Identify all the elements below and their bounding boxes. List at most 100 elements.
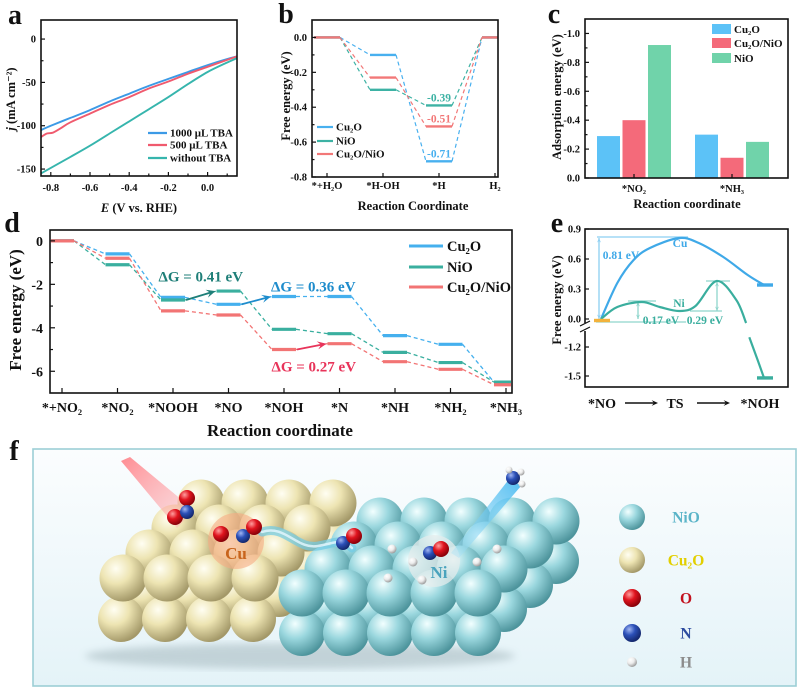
x-tick-label: H₂ (489, 181, 500, 192)
cu-site-label: Cu (225, 544, 247, 563)
legend-atom-h (627, 657, 637, 667)
y-tick-label: -1.0 (563, 29, 580, 40)
oxygen-atom (213, 526, 229, 542)
oxygen-atom (179, 490, 195, 506)
y-tick-label: 0.3 (568, 285, 581, 296)
arrowhead-icon (715, 282, 719, 287)
y-tick-label: -0.2 (563, 145, 580, 156)
nitrogen-atom (336, 536, 350, 550)
x-tick-label: -0.2 (160, 183, 177, 194)
nio-sphere (411, 610, 457, 656)
y-tick-label: -50 (22, 78, 36, 89)
y-axis-unit: (mA cm⁻²) (4, 67, 18, 127)
nio-sphere (366, 569, 414, 617)
x-state-label: TS (666, 397, 683, 412)
x-tick-label: *+H₂O (312, 181, 343, 192)
x-axis-unit: (V vs. RHE) (109, 201, 177, 215)
plot-area: *+NO₂ *NO₂ *NOOH *NO *NOH *N *NH *NH₂ *NH₃ 0 -2 -4 -… (31, 229, 522, 416)
arrowhead-icon (205, 289, 216, 298)
legend-label: Cu₂O (734, 24, 760, 36)
connector-nio (339, 37, 371, 91)
cu2o-sphere (99, 554, 147, 602)
plot-frame (40, 19, 238, 177)
plot-area: *NO₂ *NH₃ -1.0 -0.8 -0.6 -0.4 -0.2 0.0 Cu₂O Cu₂O/… (563, 18, 789, 195)
connector-nio (73, 240, 106, 266)
barrier-label: 0.81 eV (603, 250, 640, 262)
x-tick-label: -0.4 (121, 183, 138, 194)
barrier-curve-ni (600, 279, 748, 324)
delta-g-label: ΔG = 0.41 eV (158, 270, 243, 286)
y-tick-label: 0.0 (568, 315, 581, 326)
legend-swatch (712, 24, 731, 34)
connector-cu2o (395, 54, 427, 162)
value-label: -0.51 (427, 113, 451, 125)
hydrogen-atom (417, 575, 427, 585)
connector-cu2o (184, 296, 217, 305)
legend-label: NiO (672, 510, 700, 527)
hydrogen-atom (408, 557, 418, 567)
barrier-label: 0.17 eV (643, 315, 680, 327)
panel-d-nitrite-reduction-free-energy: d Reaction coordinate Free energy (eV) *… (4, 208, 522, 440)
connector-cu2o-nio (339, 37, 371, 78)
hydrogen-atom (492, 544, 502, 554)
hydrogen-atom (383, 573, 393, 583)
x-tick-label: -0.6 (82, 183, 99, 194)
nio-sphere (454, 569, 502, 617)
legend-label: Cu₂O/NiO (447, 280, 511, 296)
nio-sphere (455, 610, 501, 656)
panel-label-f: f (9, 436, 19, 467)
legend-label: 1000 μL TBA (170, 128, 233, 140)
connector-cu2o (451, 37, 483, 162)
y-tick-label: -0.6 (290, 138, 307, 149)
y-axis-title: Free energy (eV) (550, 255, 564, 344)
y-tick-label: -0.8 (563, 58, 580, 69)
y-tick-label: -0.8 (290, 173, 307, 184)
connector-nio (129, 264, 162, 301)
axis-break-icon (579, 320, 591, 327)
y-axis-symbol: j (4, 127, 18, 133)
nio-sphere (279, 610, 325, 656)
y-axis-title: Adsorption energy (eV) (550, 34, 564, 160)
barrier-label: 0.29 eV (687, 315, 724, 327)
delta-g-arrow (296, 343, 323, 351)
panel-c-adsorption-energy: c Reaction coordinate Adsorption energy … (548, 0, 789, 211)
barrier-curve-cu (599, 236, 765, 320)
connector-nio (395, 89, 427, 107)
connector-cu2o (73, 240, 106, 255)
arrowhead-icon (636, 302, 640, 307)
legend-swatch (712, 38, 731, 48)
connector-cu2o (406, 334, 439, 345)
panel-label-b: b (278, 0, 294, 30)
nio-sphere (322, 569, 370, 617)
ni-site-label: Ni (431, 563, 448, 582)
legend-atom-nio (619, 504, 645, 530)
nio-sphere (323, 610, 369, 656)
hydrogen-atom (387, 544, 397, 554)
connector-cu2o (350, 296, 384, 337)
x-axis-title: E (V vs. RHE) (100, 201, 177, 215)
x-tick-label: -0.8 (42, 183, 59, 194)
legend-label: 500 μL TBA (170, 140, 227, 152)
bar-nio (746, 141, 769, 178)
ammonia-desorption-beam (451, 478, 521, 558)
delta-g-label: ΔG = 0.27 eV (271, 360, 356, 376)
connector-cu2o-nio (462, 368, 495, 386)
y-tick-label: -1.2 (564, 343, 581, 354)
y-tick-label: 0.0 (294, 33, 307, 44)
bar-cu2o-nio (622, 120, 646, 178)
x-tick-label: *H-OH (366, 181, 399, 192)
x-axis-title: Reaction coordinate (633, 197, 741, 211)
arrowhead-icon (715, 306, 719, 311)
arrowhead-icon (597, 238, 601, 243)
plot-frame (584, 228, 789, 388)
x-tick-label: *NH₂ (434, 401, 466, 416)
panel-b-her-free-energy: b Reaction Coordinate Free energy (eV) *… (278, 0, 500, 213)
x-tick-label: *N (331, 401, 348, 416)
y-tick-label: 0.9 (568, 225, 581, 236)
nio-sphere (367, 610, 413, 656)
nio-sphere (278, 569, 326, 617)
legend-label: O (680, 591, 692, 608)
atom-legend: NiO Cu₂O O NH (619, 504, 704, 672)
hydrogen-atom (472, 557, 482, 567)
